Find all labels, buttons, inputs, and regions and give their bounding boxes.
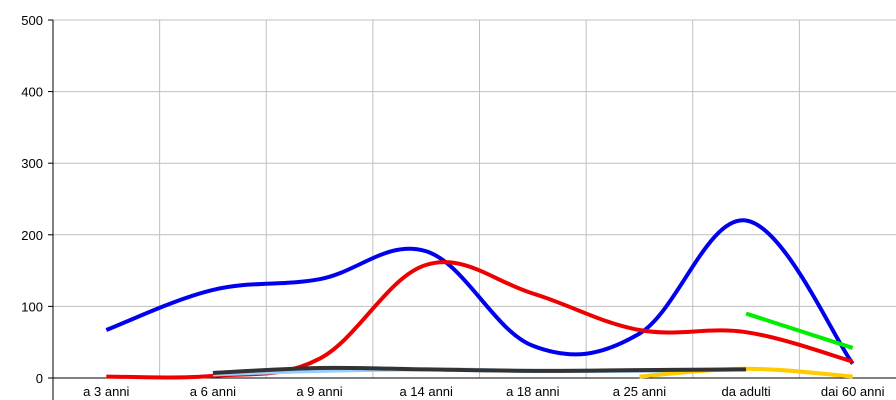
x-tick-label: a 6 anni	[190, 384, 236, 399]
x-tick-label: da adulti	[721, 384, 770, 399]
x-tick-label: a 18 anni	[506, 384, 560, 399]
y-tick-label: 100	[21, 299, 43, 314]
series-line-6	[212, 365, 747, 375]
y-tick-label: 300	[21, 156, 43, 171]
grid	[53, 19, 896, 378]
axes	[52, 20, 896, 400]
x-axis-ticks: a 3 anni a 6 anni a 9 anni a 14 anni a 18 an…	[83, 384, 884, 399]
series-line-5	[745, 311, 854, 350]
y-tick-label: 0	[36, 371, 43, 386]
x-tick-label: a 25 anni	[613, 384, 667, 399]
x-tick-label: a 3 anni	[83, 384, 129, 399]
series-line-4	[639, 366, 853, 379]
y-tick-label: 200	[21, 228, 43, 243]
x-tick-label: a 14 anni	[399, 384, 453, 399]
series-lines	[105, 218, 855, 380]
x-tick-label: dai 60 anni	[821, 384, 885, 399]
x-tick-label: a 9 anni	[296, 384, 342, 399]
series-line-1	[105, 218, 855, 365]
y-axis-ticks: 0 100 200 300 400 500	[21, 13, 53, 386]
y-tick-label: 400	[21, 85, 43, 100]
y-tick-label: 500	[21, 13, 43, 28]
